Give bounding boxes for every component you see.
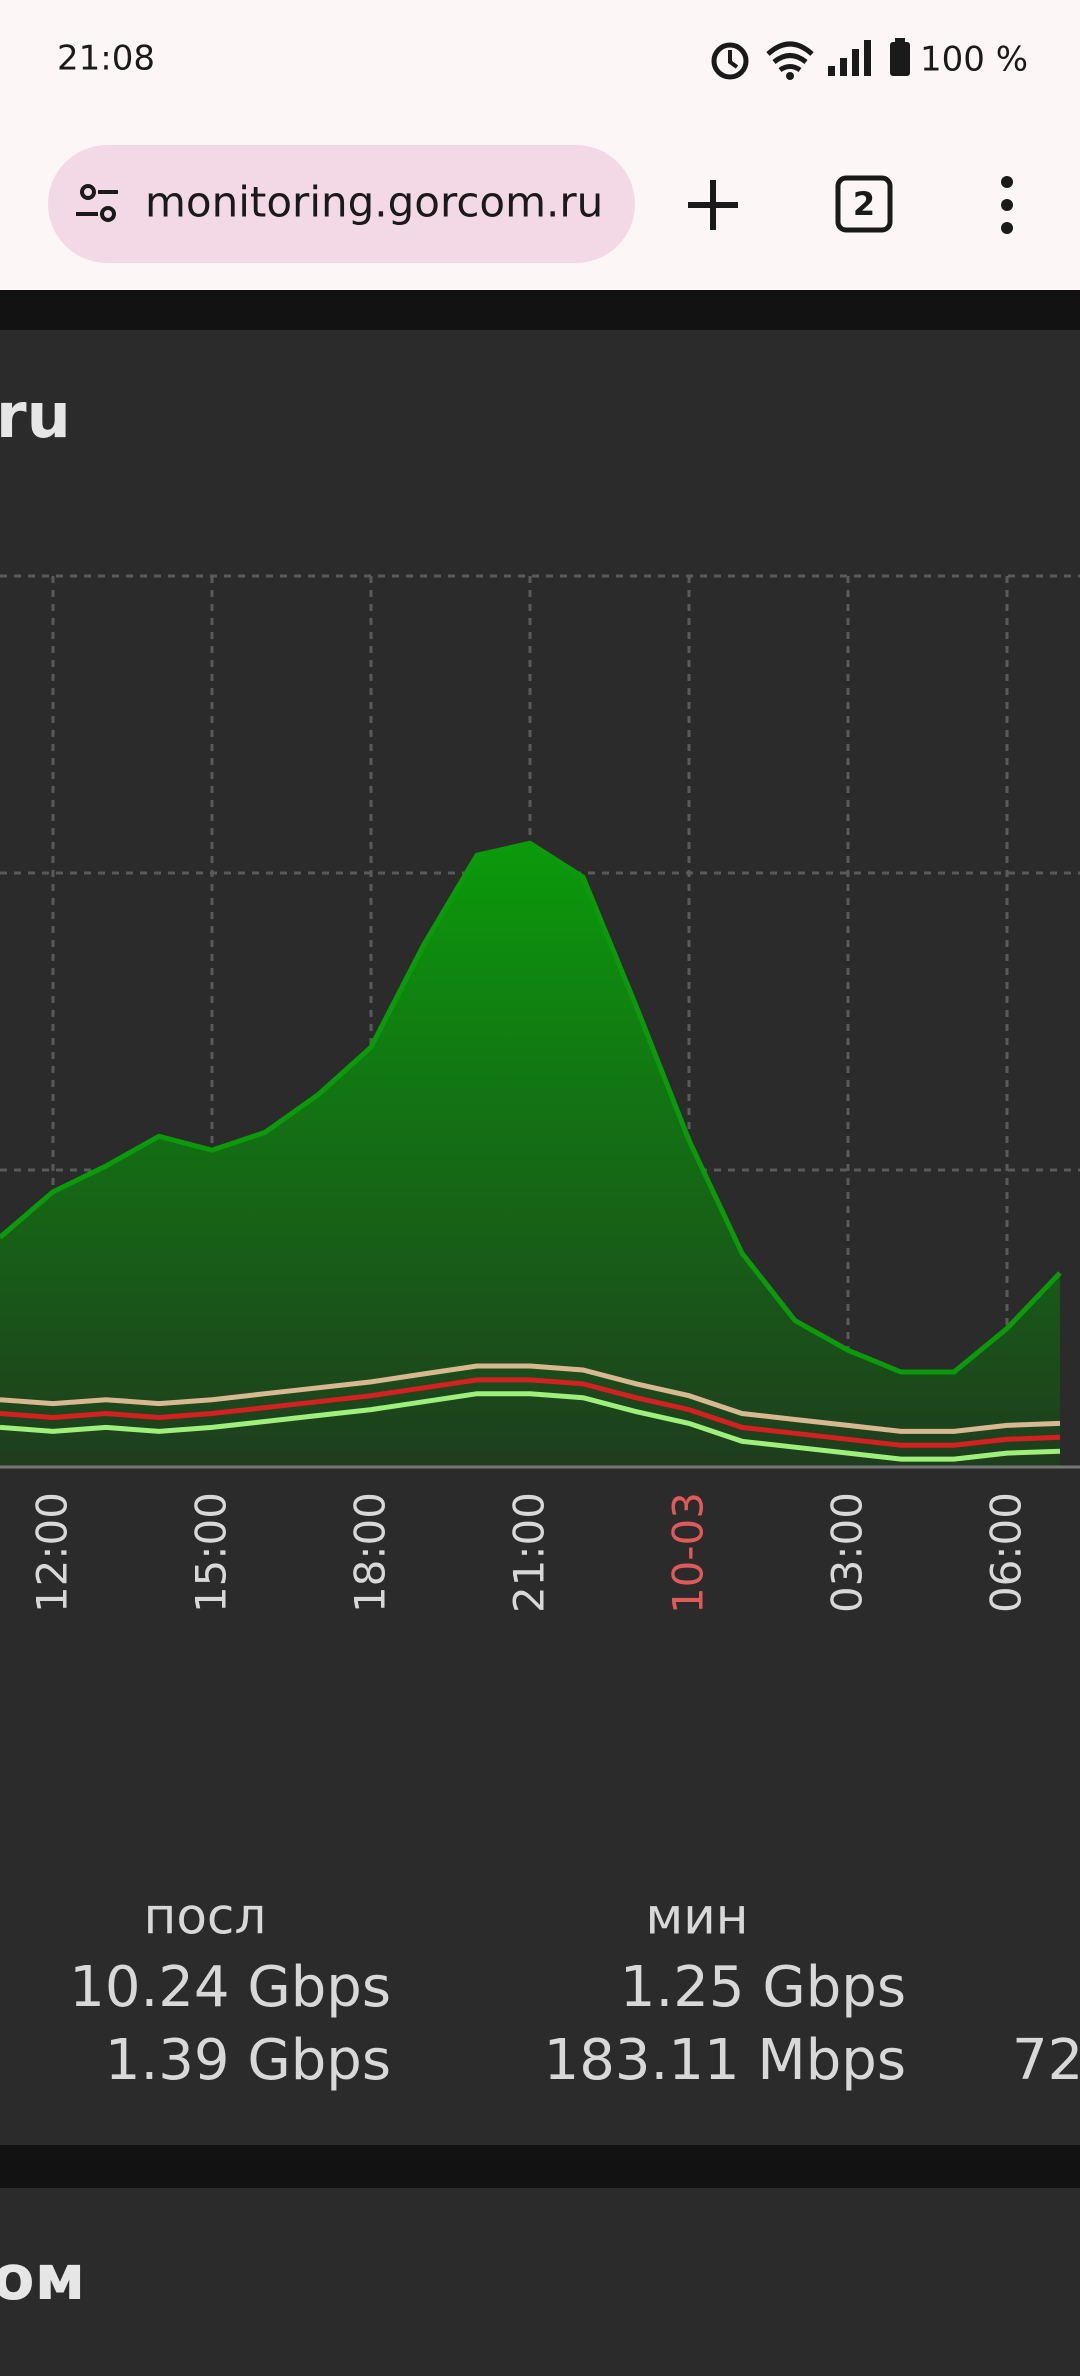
menu-button[interactable] — [1001, 176, 1013, 234]
url-text[interactable]: monitoring.gorcom.ru — [145, 178, 603, 227]
url-bar[interactable] — [48, 145, 635, 263]
status-icons — [711, 38, 910, 80]
panel-title: ом — [0, 2241, 85, 2314]
series-line — [0, 1391, 1061, 1462]
tab-count[interactable]: 2 — [853, 185, 875, 223]
stat-value: 10.24 Gbps — [69, 1955, 391, 2020]
stat-header: мин — [646, 1888, 749, 1946]
stat-value: 1.25 Gbps — [620, 1955, 906, 2020]
stat-value: 183.11 Mbps — [544, 2028, 906, 2093]
status-time: 21:08 — [57, 39, 155, 79]
next-panel — [0, 2188, 1080, 2376]
x-tick-label: 21:00 — [505, 1492, 554, 1613]
tab-switcher[interactable] — [835, 175, 893, 233]
stat-header: посл — [144, 1888, 267, 1946]
x-tick-label: 18:00 — [346, 1492, 395, 1613]
separator — [0, 290, 1080, 330]
separator — [0, 2145, 1080, 2188]
series-line — [0, 1377, 1061, 1448]
chart: 12:00 15:00 18:00 21:00 10-03 03:00 06:00 — [0, 574, 1080, 1614]
status-battery: 100 % — [920, 40, 1028, 80]
x-tick-label: 12:00 — [28, 1492, 77, 1613]
new-tab-button[interactable] — [688, 180, 738, 230]
stat-value: 72 — [1012, 2028, 1080, 2093]
site-info-icon[interactable] — [76, 184, 118, 222]
x-tick-label: 03:00 — [823, 1492, 872, 1613]
panel-title: ru — [0, 379, 71, 452]
x-tick-label: 10-03 — [664, 1492, 713, 1614]
series-line — [0, 1363, 1061, 1434]
x-tick-label: 06:00 — [982, 1492, 1031, 1613]
area — [0, 843, 1060, 1467]
x-tick-label: 15:00 — [187, 1492, 236, 1613]
stat-value: 1.39 Gbps — [105, 2028, 391, 2093]
area-outline — [0, 840, 1062, 1375]
